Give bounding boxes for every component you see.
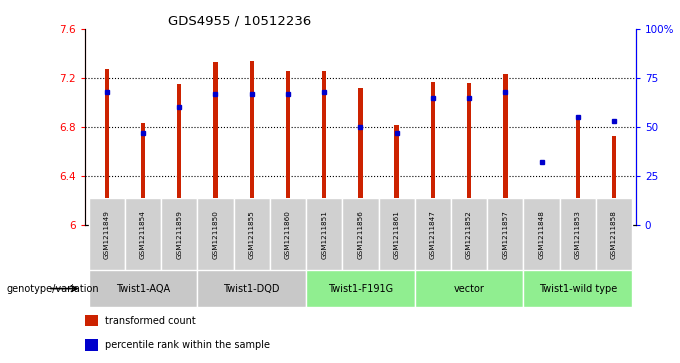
Bar bbox=[451, 198, 488, 270]
Text: GSM1211856: GSM1211856 bbox=[358, 210, 363, 258]
Text: GSM1211859: GSM1211859 bbox=[176, 210, 182, 258]
Text: GSM1211854: GSM1211854 bbox=[140, 210, 146, 258]
Bar bbox=[342, 198, 379, 270]
Bar bbox=[105, 69, 109, 225]
Bar bbox=[177, 84, 182, 225]
Bar bbox=[306, 198, 342, 270]
Bar bbox=[415, 198, 451, 270]
Bar bbox=[612, 136, 616, 225]
Bar bbox=[394, 125, 398, 225]
Bar bbox=[379, 198, 415, 270]
Bar bbox=[524, 270, 632, 307]
Text: transformed count: transformed count bbox=[105, 315, 196, 326]
Bar bbox=[539, 220, 544, 225]
Text: GSM1211848: GSM1211848 bbox=[539, 210, 545, 258]
Bar bbox=[197, 270, 306, 307]
Bar bbox=[125, 198, 161, 270]
Text: GSM1211855: GSM1211855 bbox=[249, 210, 255, 258]
Bar bbox=[197, 198, 233, 270]
Text: GSM1211858: GSM1211858 bbox=[611, 210, 617, 258]
Text: GSM1211847: GSM1211847 bbox=[430, 210, 436, 258]
Bar bbox=[358, 88, 362, 225]
Text: GSM1211861: GSM1211861 bbox=[394, 210, 400, 258]
Bar bbox=[524, 198, 560, 270]
Bar bbox=[85, 339, 98, 351]
Text: Twist1-DQD: Twist1-DQD bbox=[224, 284, 280, 294]
Text: GSM1211853: GSM1211853 bbox=[575, 210, 581, 258]
Bar bbox=[488, 198, 524, 270]
Bar bbox=[270, 198, 306, 270]
Bar bbox=[88, 198, 125, 270]
Bar bbox=[467, 83, 471, 225]
Bar bbox=[141, 123, 145, 225]
Text: GDS4955 / 10512236: GDS4955 / 10512236 bbox=[167, 15, 311, 28]
Bar bbox=[430, 82, 435, 225]
Bar bbox=[233, 198, 270, 270]
Bar bbox=[214, 62, 218, 225]
Text: genotype/variation: genotype/variation bbox=[7, 284, 99, 294]
Text: vector: vector bbox=[454, 284, 485, 294]
Text: percentile rank within the sample: percentile rank within the sample bbox=[105, 340, 270, 350]
Text: GSM1211851: GSM1211851 bbox=[321, 210, 327, 258]
Bar bbox=[286, 71, 290, 225]
Text: GSM1211850: GSM1211850 bbox=[212, 210, 218, 258]
Text: GSM1211857: GSM1211857 bbox=[503, 210, 509, 258]
Text: Twist1-AQA: Twist1-AQA bbox=[116, 284, 170, 294]
Bar bbox=[560, 198, 596, 270]
Bar bbox=[161, 198, 197, 270]
Text: Twist1-wild type: Twist1-wild type bbox=[539, 284, 617, 294]
Text: GSM1211852: GSM1211852 bbox=[466, 210, 472, 258]
Bar bbox=[503, 74, 507, 225]
Text: GSM1211860: GSM1211860 bbox=[285, 210, 291, 258]
Bar bbox=[250, 61, 254, 225]
Text: GSM1211849: GSM1211849 bbox=[104, 210, 109, 258]
Bar bbox=[85, 315, 98, 326]
Bar bbox=[88, 270, 197, 307]
Bar bbox=[596, 198, 632, 270]
Bar bbox=[322, 71, 326, 225]
Bar bbox=[415, 270, 524, 307]
Bar bbox=[576, 118, 580, 225]
Bar bbox=[306, 270, 415, 307]
Text: Twist1-F191G: Twist1-F191G bbox=[328, 284, 393, 294]
